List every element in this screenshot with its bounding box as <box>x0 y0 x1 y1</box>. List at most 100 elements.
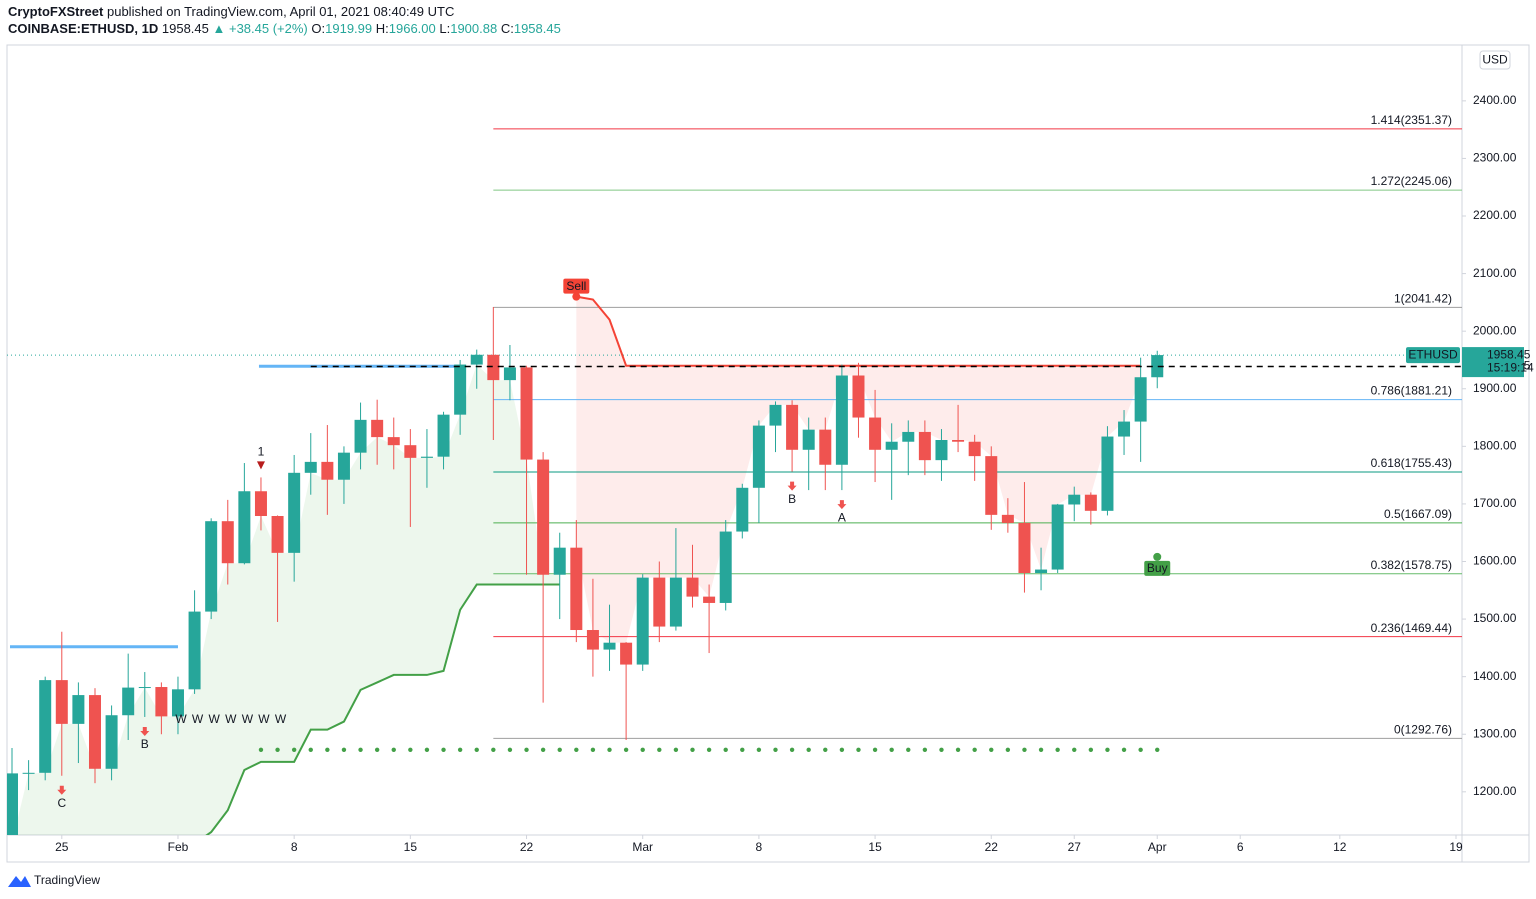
symbol-tag <box>1406 347 1460 364</box>
dot <box>806 747 811 752</box>
x-tick-label: Feb <box>168 840 189 854</box>
y-tick-label: 1900.00 <box>1473 381 1517 395</box>
supertrend-line <box>205 583 560 835</box>
candle-body <box>520 367 533 460</box>
y-tick-label: 2100.00 <box>1473 266 1517 280</box>
candle-body <box>653 577 666 627</box>
dot <box>657 747 662 752</box>
candle-body <box>454 364 467 415</box>
candle-body <box>636 577 649 665</box>
dot <box>955 747 961 752</box>
candle-body <box>304 461 317 473</box>
dot <box>1072 747 1077 752</box>
candle-body <box>487 354 500 381</box>
dot <box>607 747 612 752</box>
candle-body <box>835 375 848 465</box>
x-tick-label: 25 <box>55 840 69 854</box>
dot <box>491 747 496 752</box>
fib-label: 0(1292.76) <box>1394 723 1452 737</box>
candle-body <box>105 715 118 769</box>
currency-box[interactable] <box>1479 50 1511 70</box>
w-mark: W <box>242 712 254 726</box>
candle-body <box>404 445 417 458</box>
candle-body <box>155 687 168 717</box>
currency: USD <box>1482 53 1508 67</box>
dot <box>939 747 944 752</box>
marker-arrow <box>256 461 265 470</box>
x-tick-label: 22 <box>520 840 534 854</box>
dot <box>856 747 861 752</box>
candle-body <box>72 695 85 724</box>
candle-body <box>1018 522 1031 574</box>
candle-body <box>752 425 765 488</box>
candle-body <box>669 577 682 627</box>
dot <box>557 747 562 752</box>
candle-body <box>387 437 400 446</box>
candle-body <box>570 547 583 631</box>
candle-body <box>1001 514 1014 523</box>
candle-body <box>686 577 699 597</box>
dot <box>590 747 596 752</box>
ohlc-c: 1958.45 <box>514 21 561 36</box>
axes: 1200.00 1300.00 1400.00 1500.00 1600.00 1700.… <box>55 93 1534 854</box>
w-mark: W <box>209 712 221 726</box>
dot <box>922 747 928 752</box>
w-mark: W <box>258 712 270 726</box>
ohlc-o-label: O: <box>311 21 325 36</box>
dot <box>906 747 911 752</box>
dot <box>325 747 330 752</box>
candle-body <box>1035 569 1048 574</box>
signal-dot <box>572 292 581 301</box>
ohlc-o: 1919.99 <box>325 21 372 36</box>
marker-label: 1 <box>258 445 265 459</box>
dot <box>474 747 479 752</box>
w-mark: W <box>275 712 287 726</box>
candle-body <box>354 419 367 453</box>
marker-arrow <box>57 785 67 795</box>
signal-label: Sell <box>566 279 586 293</box>
signal-box <box>563 278 590 294</box>
candle-body <box>1051 504 1064 570</box>
change: ▲ +38.45 (+2%) <box>213 21 308 36</box>
y-tick-label: 1700.00 <box>1473 496 1517 510</box>
ohlc-l-label: L: <box>439 21 450 36</box>
y-tick-label: 2400.00 <box>1473 93 1517 107</box>
x-tick-label: 8 <box>291 840 298 854</box>
dot <box>706 747 712 752</box>
header-line-1: CryptoFXStreet published on TradingView.… <box>8 4 454 19</box>
candle-body <box>869 417 882 450</box>
dot <box>291 747 297 752</box>
dot <box>341 747 347 752</box>
dot <box>623 747 629 752</box>
candle-body <box>968 441 981 457</box>
ohlc-h: 1966.00 <box>389 21 436 36</box>
candle-body <box>952 440 965 442</box>
candle-body <box>719 531 732 603</box>
candle-body <box>337 452 350 480</box>
ohlc-l: 1900.88 <box>450 21 497 36</box>
candle-body <box>985 456 998 515</box>
y-tick-label: 1200.00 <box>1473 784 1517 798</box>
marker-label: A <box>838 510 846 524</box>
dot <box>1088 747 1094 752</box>
dot <box>1121 747 1127 752</box>
candle-body <box>122 687 135 716</box>
dot <box>1138 747 1143 752</box>
candle-body <box>171 689 184 717</box>
candle-body <box>254 491 267 517</box>
dot <box>424 747 430 752</box>
dot <box>640 747 645 752</box>
logo-icon <box>8 876 31 887</box>
fib-label: 0.786(1881.21) <box>1371 384 1452 398</box>
dot <box>1005 747 1011 752</box>
dot <box>839 747 845 752</box>
candle-body <box>1118 421 1131 437</box>
candle-body <box>918 431 931 461</box>
fib-label: 1.414(2351.37) <box>1371 113 1452 127</box>
plot-area: 1.414(2351.37) 1.272(2245.06) 1(2041.42) 0.… <box>7 113 1462 835</box>
y-tick-label: 1400.00 <box>1473 669 1517 683</box>
candle-body <box>88 695 101 769</box>
candle-body <box>22 772 35 774</box>
x-tick-label: Mar <box>632 840 653 854</box>
marker-arrow <box>787 481 797 491</box>
